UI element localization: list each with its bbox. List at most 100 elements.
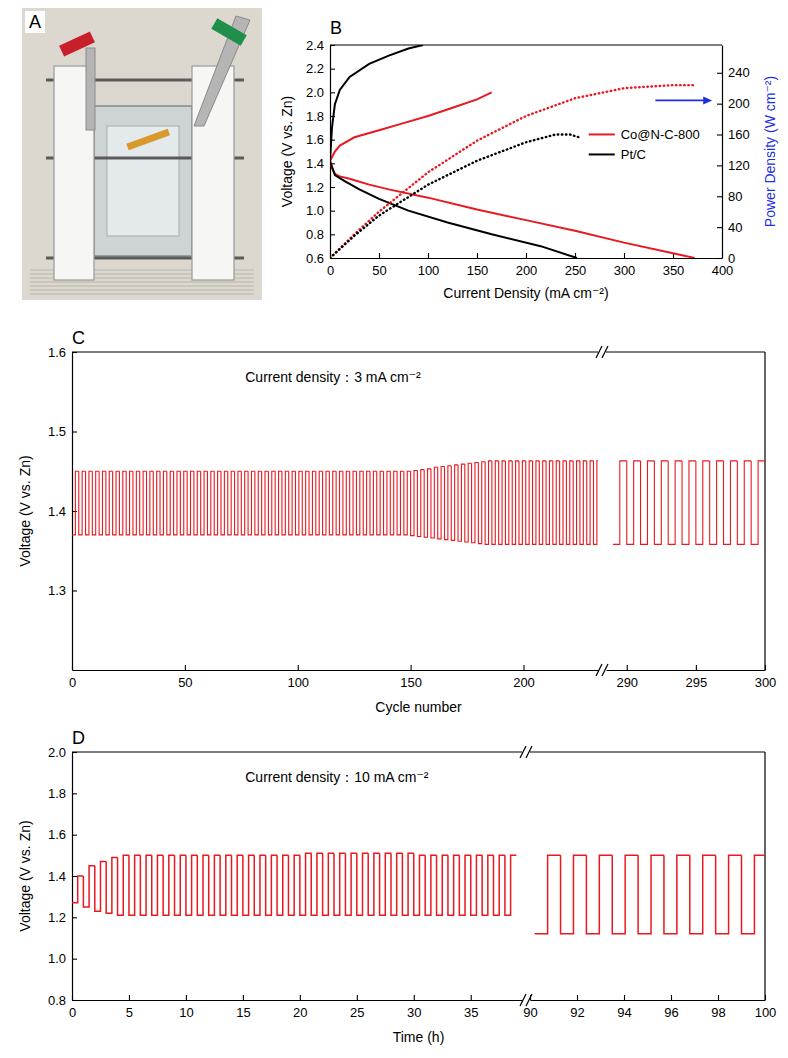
tick-mark [330, 92, 335, 93]
axis-arrow [655, 100, 706, 102]
cycle-trace [214, 471, 221, 535]
cycle-trace [350, 471, 357, 535]
cycle-trace [580, 461, 587, 544]
cycle-trace [95, 862, 106, 912]
cycle-trace [113, 471, 120, 535]
cycle-trace [402, 853, 413, 915]
cycle-trace [207, 471, 214, 535]
axis-break [520, 746, 526, 758]
cycle-trace [72, 876, 83, 903]
power-curve [330, 85, 695, 258]
cycle-trace [194, 471, 201, 535]
tick-label: 200 [516, 263, 538, 278]
tick-mark [471, 995, 472, 1000]
tick: 1.5 [48, 424, 77, 439]
tick-label: 0 [69, 1005, 76, 1020]
cycle-trace [106, 857, 117, 913]
tick: 240 [717, 65, 750, 80]
tick-mark [72, 835, 77, 836]
tick: 0 [69, 995, 76, 1020]
cycle-trace [129, 855, 140, 915]
pipette [126, 129, 170, 151]
tick: 80 [717, 189, 742, 204]
cycle-trace [119, 471, 126, 535]
tick-label: 350 [663, 263, 685, 278]
cycle-trace [414, 853, 425, 915]
tick: 100 [418, 253, 440, 278]
tick-label: 1.8 [306, 109, 324, 124]
tick: 1.3 [48, 583, 77, 598]
cycle-trace [499, 461, 506, 544]
cycle-trace [613, 461, 627, 544]
cycle-trace [323, 853, 334, 915]
tick-mark [300, 995, 301, 1000]
tick-mark [357, 995, 358, 1000]
tick-mark [72, 995, 73, 1000]
tick-mark [72, 876, 77, 877]
tick-mark [717, 134, 722, 135]
electrode [194, 16, 250, 126]
cycle-trace [682, 461, 696, 544]
tick-mark [330, 211, 335, 212]
tick: 0 [717, 251, 735, 266]
cycle-trace [186, 855, 197, 915]
tick: 300 [614, 253, 636, 278]
tick: 300 [755, 665, 777, 690]
cycle-trace [221, 471, 228, 535]
tick-label: 5 [126, 1005, 133, 1020]
cycle-trace [561, 855, 587, 934]
cycle-trace [175, 855, 186, 915]
tick-mark [414, 995, 415, 1000]
tick-label: 100 [418, 263, 440, 278]
tick-mark [72, 665, 73, 670]
tick: 0.6 [306, 251, 335, 266]
cycle-trace [539, 461, 546, 544]
cycle-trace [201, 471, 208, 535]
tick-label: 0 [327, 263, 334, 278]
x-axis: 05101520253035 [69, 995, 523, 1020]
cycle-trace [696, 461, 710, 544]
tick: 94 [617, 995, 631, 1020]
cycle-trace [209, 855, 220, 915]
tick: 100 [755, 995, 777, 1020]
cycle-trace [370, 471, 377, 535]
tick-mark [765, 665, 766, 670]
y-axis: 0.81.01.21.41.61.82.0 [48, 745, 77, 1008]
cycle-trace [431, 467, 438, 538]
cycle-trace [505, 461, 512, 544]
cycle-trace [612, 855, 638, 934]
figure: A0501001502002503003504000.60.81.01.21.4… [0, 0, 788, 1058]
x-axis-line [73, 670, 599, 671]
tick: 1.4 [48, 504, 77, 519]
cycle-trace [492, 461, 499, 544]
tick: 1.2 [48, 910, 77, 925]
tick: 0 [69, 665, 76, 690]
tick-label: 295 [686, 675, 708, 690]
tick: 2.2 [306, 61, 335, 76]
cycle-trace [345, 853, 356, 915]
voltage-curve [330, 45, 423, 161]
photo-background [22, 8, 262, 300]
cycle-trace [438, 466, 445, 538]
x-axis: 050100150200 [69, 665, 599, 690]
x-axis: 050100150200250300350400 [327, 253, 733, 278]
red-clip [59, 31, 95, 56]
cycle-trace [323, 471, 330, 535]
cycle-trace [106, 471, 113, 535]
tick: 150 [467, 253, 489, 278]
cycle-trace [451, 465, 458, 541]
cycle-trace [716, 855, 742, 934]
plot-area [72, 853, 516, 915]
tick-label: 300 [614, 263, 636, 278]
power-curve [330, 135, 580, 258]
tick-label: 1.4 [48, 504, 66, 519]
frame-right [764, 752, 765, 1000]
cycle-trace [309, 471, 316, 535]
cycle-trace [255, 471, 262, 535]
tick: 1.8 [306, 109, 335, 124]
tick-label: 2.0 [48, 745, 66, 760]
x-axis-title: Cycle number [375, 699, 462, 715]
tick-mark [765, 995, 766, 1000]
frame-top [330, 44, 722, 45]
x-axis: 290295300 [607, 665, 777, 690]
